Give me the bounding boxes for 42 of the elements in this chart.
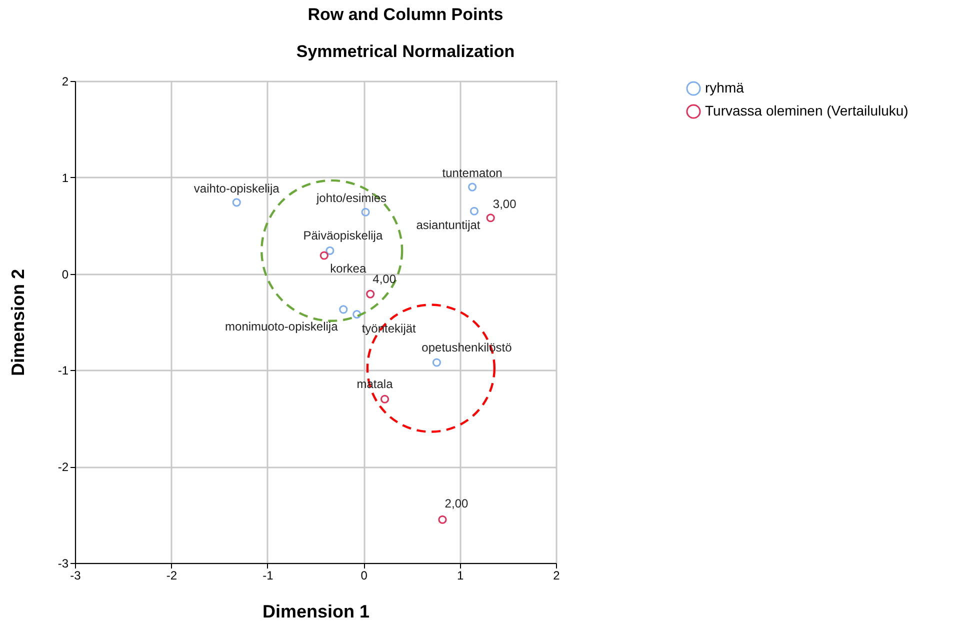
annotation: vaihto-opiskelija — [194, 181, 280, 196]
annotation: tuntematon — [442, 166, 502, 180]
annotation: 2,00 — [444, 496, 468, 511]
point — [366, 290, 375, 298]
point — [361, 208, 370, 216]
y-tick-label: 2 — [62, 74, 69, 88]
x-tick-label: -3 — [70, 568, 82, 582]
x-tick-label: 2 — [553, 568, 560, 582]
annotation: johto/esimies — [316, 191, 387, 206]
annotation: monimuoto-opiskelija — [225, 319, 338, 334]
annotation: korkea — [330, 261, 366, 276]
annotation: 3,00 — [492, 196, 517, 211]
annotation: Päiväopiskelija — [303, 228, 383, 243]
y-tick-label: -2 — [58, 460, 69, 474]
point — [352, 310, 362, 319]
annotation: asiantuntijat — [416, 218, 481, 232]
x-tick-label: 1 — [456, 568, 464, 582]
y-tick-label: 0 — [62, 267, 69, 282]
x-axis-title: Dimension 1 — [262, 602, 370, 622]
point — [486, 214, 495, 222]
annotation: työntekijät — [362, 321, 417, 336]
point — [468, 182, 477, 192]
y-tick-label: -3 — [58, 556, 69, 570]
point — [438, 515, 447, 524]
point — [470, 206, 479, 216]
y-axis-title: Dimension 2 — [8, 268, 28, 376]
y-tick-label: -1 — [58, 364, 69, 378]
chart-title: Row and Column Points — [308, 5, 504, 24]
point — [326, 246, 334, 255]
x-tick-label: 0 — [360, 568, 368, 582]
legend-label: ryhmä — [705, 80, 744, 96]
point — [320, 251, 328, 260]
point — [432, 358, 441, 367]
point — [232, 198, 241, 207]
point — [380, 394, 390, 404]
annotation: 4,00 — [372, 272, 396, 286]
x-tick-label: -2 — [166, 568, 178, 582]
legend-label: Turvassa oleminen (Vertailuluku) — [705, 102, 908, 118]
chart-subtitle: Symmetrical Normalization — [296, 42, 515, 61]
point — [339, 305, 348, 314]
y-tick-label: 1 — [62, 170, 69, 185]
x-tick-label: -1 — [262, 568, 274, 582]
